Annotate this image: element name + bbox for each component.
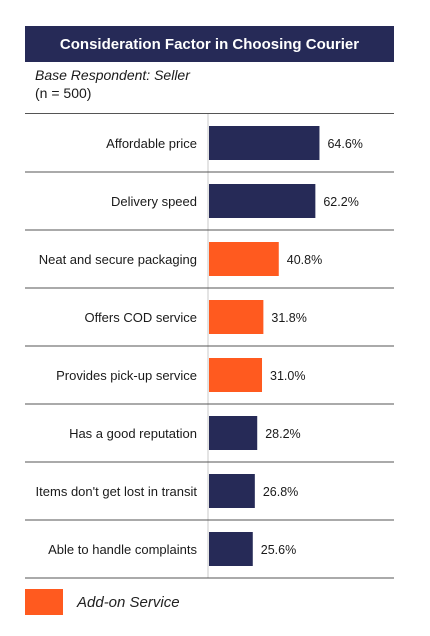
base-respondent-label: Base Respondent: Seller [35,67,190,83]
bar [209,242,279,276]
legend-label: Add-on Service [77,593,180,611]
category-label: Offers COD service [85,310,197,325]
data-label: 31.0% [270,369,305,383]
bar [209,358,263,392]
category-label: Has a good reputation [69,426,197,441]
legend-swatch-addon [25,589,63,615]
bar [209,300,264,334]
bar [209,474,255,508]
category-label: Delivery speed [111,194,197,209]
category-label: Items don't get lost in transit [36,484,198,499]
category-label: Neat and secure packaging [39,252,197,267]
subtitle: Base Respondent: Seller (n = 500) [35,66,190,102]
data-label: 28.2% [265,427,300,441]
bar [209,126,320,160]
chart-title: Consideration Factor in Choosing Courier [25,26,394,62]
bar [209,416,258,450]
bar-chart: Affordable price 64.6% Delivery speed 62.2%… [25,114,394,579]
legend: Add-on Service [25,589,180,615]
top-divider [25,113,394,114]
bar [209,532,253,566]
data-label: 31.8% [271,311,306,325]
bar [209,184,316,218]
category-label: Able to handle complaints [48,542,197,557]
data-label: 62.2% [323,195,358,209]
data-label: 26.8% [263,485,298,499]
sample-size-label: (n = 500) [35,85,92,101]
category-label: Provides pick-up service [56,368,197,383]
data-label: 25.6% [261,543,296,557]
data-label: 64.6% [327,137,362,151]
data-label: 40.8% [287,253,322,267]
category-label: Affordable price [106,136,197,151]
